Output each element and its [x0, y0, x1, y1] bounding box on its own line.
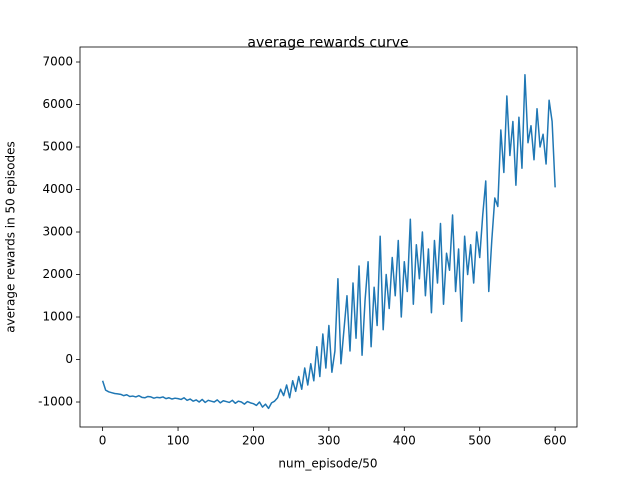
y-tick-label: 6000 [42, 97, 73, 111]
data-line [101, 74, 556, 410]
y-tick-label: -1000 [38, 395, 73, 409]
x-tick-label: 200 [242, 434, 265, 448]
y-tick-label: 2000 [42, 267, 73, 281]
x-tick-label: 300 [317, 434, 340, 448]
y-tick-label: 4000 [42, 182, 73, 196]
y-tick-label: 0 [65, 352, 73, 366]
plot-frame [79, 46, 578, 428]
x-tick-label: 500 [468, 434, 491, 448]
x-tick-label: 100 [167, 434, 190, 448]
y-tick-label: 1000 [42, 310, 73, 324]
y-tick-label: 3000 [42, 225, 73, 239]
x-axis-label: num_episode/50 [278, 457, 377, 471]
chart-title: average rewards curve [247, 35, 408, 51]
x-tick-label: 0 [99, 434, 107, 448]
x-tick-label: 600 [544, 434, 567, 448]
x-tick-label: 400 [393, 434, 416, 448]
y-tick-label: 7000 [42, 55, 73, 69]
y-tick-label: 5000 [42, 140, 73, 154]
y-axis-label: average rewards in 50 episodes [4, 141, 18, 333]
